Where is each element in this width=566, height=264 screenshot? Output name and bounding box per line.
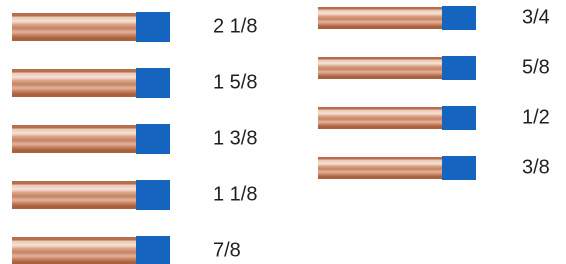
pipe-body [12,125,136,153]
pipe-size-diagram: 2 1/8 1 5/8 1 3/8 1 1/8 7/8 3/4 5/8 1/2 3/8 [0,0,566,264]
pipe-body [318,157,442,179]
pipe-body [318,57,442,79]
pipe-body [318,107,442,129]
size-label: 3/8 [522,156,550,178]
size-label: 3/4 [522,6,550,28]
pipe-body [12,69,136,97]
size-label: 2 1/8 [213,15,257,37]
pipes: 2 1/8 1 5/8 1 3/8 1 1/8 7/8 3/4 5/8 1/2 3/8 [12,6,550,264]
pipe-cap [136,68,170,98]
size-label: 1 5/8 [213,71,257,93]
pipe-cap [136,180,170,210]
pipe-cap [442,6,476,30]
pipe-cap [136,236,170,264]
pipe-body [12,237,136,264]
pipe-body [318,7,442,29]
size-label: 1 3/8 [213,127,257,149]
size-label: 5/8 [522,56,550,78]
pipe-cap [442,106,476,130]
pipe-body [12,181,136,209]
pipe-cap [136,12,170,42]
pipe-cap [136,124,170,154]
pipe-body [12,13,136,41]
size-label: 7/8 [213,239,241,261]
size-label: 1 1/8 [213,183,257,205]
pipe-cap [442,156,476,180]
pipe-cap [442,56,476,80]
size-label: 1/2 [522,106,550,128]
